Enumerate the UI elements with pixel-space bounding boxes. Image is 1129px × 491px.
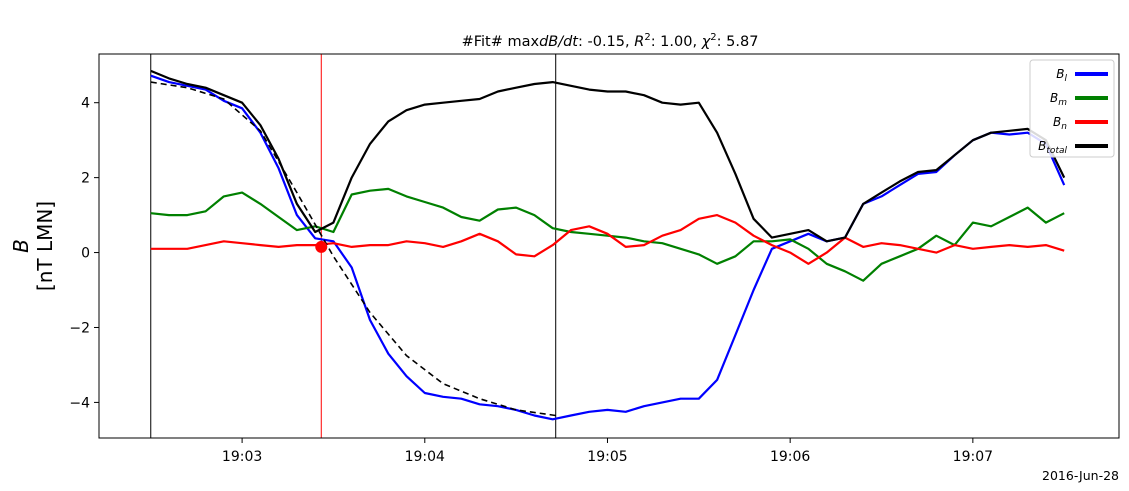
y-axis-label: B [nT LMN] (9, 201, 57, 291)
legend-label-Btotal: Btotal (1038, 139, 1067, 156)
x-tick-label: 19:04 (405, 449, 445, 465)
marker-layer (315, 240, 328, 253)
series-line-Bl (150, 74, 1066, 421)
legend-label-Bm: Bm (1050, 91, 1067, 108)
series-line-Bn (150, 214, 1065, 265)
legend-label-Bl: Bl (1056, 67, 1067, 84)
y-tick-label: −4 (69, 395, 90, 411)
chart-title: #Fit# maxdB/dt: -0.15, R2: 1.00, χ2: 5.8… (462, 32, 759, 50)
y-tick-label: 0 (81, 246, 90, 262)
fit-marker (315, 240, 328, 253)
y-tick-label: 4 (81, 96, 90, 112)
y-tick-label: 2 (81, 171, 90, 187)
y-tick-label: −2 (69, 320, 90, 336)
y-axis-label-units: [nT LMN] (33, 201, 57, 291)
x-axis: 19:03 19:04 19:05 19:06 19:07 (222, 438, 993, 465)
legend-label-Bn: Bn (1053, 115, 1067, 132)
y-axis: 4 2 0 −2 −4 (69, 96, 99, 411)
plot-frame (98, 53, 1120, 439)
y-axis-label-var: B (9, 239, 33, 253)
legend-box (1029, 59, 1115, 158)
series-line-Btotal (150, 69, 1066, 243)
x-tick-label: 19:03 (222, 449, 262, 465)
series-line-Bm (150, 187, 1065, 282)
x-tick-label: 19:07 (953, 449, 993, 465)
legend: Bl Bm Bn Btotal (1029, 59, 1115, 158)
x-tick-label: 19:05 (587, 449, 627, 465)
date-label: 2016-Jun-28 (1042, 468, 1119, 483)
series-lines (150, 69, 1066, 421)
series-line-fit (150, 81, 556, 417)
x-tick-label: 19:06 (770, 449, 810, 465)
